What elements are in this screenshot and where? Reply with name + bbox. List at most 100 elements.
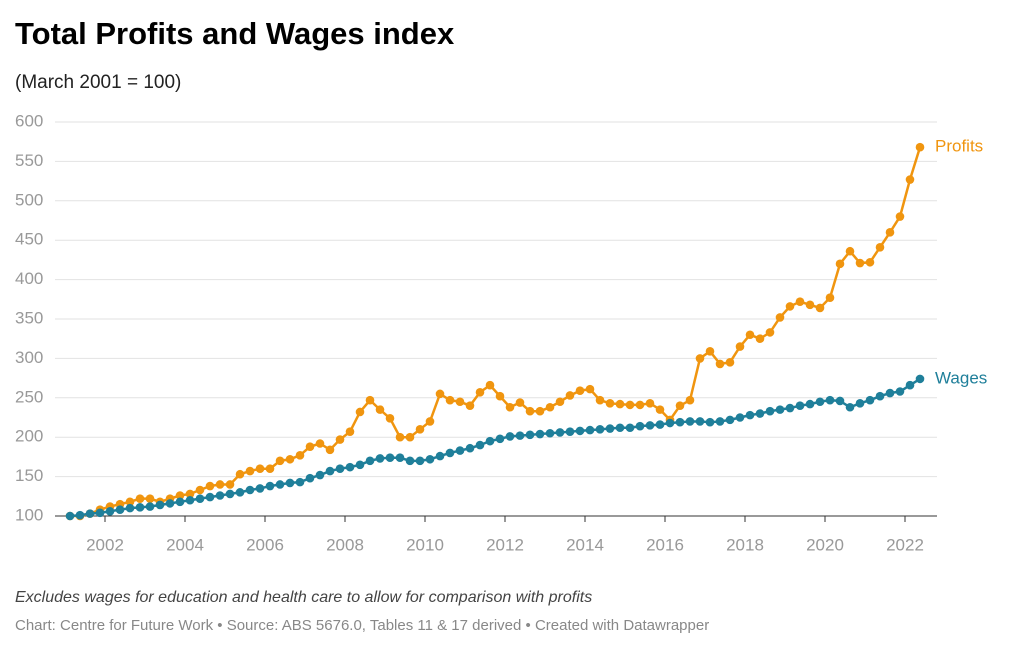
data-point [495,434,505,444]
data-point [885,228,895,237]
data-point [155,500,165,510]
data-point [795,297,805,306]
data-point [605,424,615,433]
data-point [145,502,155,511]
data-point [715,417,725,426]
data-point [375,405,385,414]
data-point [755,409,765,418]
data-point [65,511,75,521]
y-tick-label: 500 [15,190,43,209]
data-point [225,480,235,489]
data-point [705,347,715,356]
data-point [465,401,475,410]
data-point [805,300,815,310]
data-point [505,402,515,412]
data-point [775,405,785,414]
data-point [395,432,405,442]
data-point [855,399,865,408]
data-point [915,142,925,152]
x-tick-label: 2016 [646,535,684,554]
x-tick-label: 2014 [566,535,604,554]
y-tick-label: 150 [15,466,43,485]
data-point [255,484,265,493]
data-point [595,395,605,405]
data-point [865,257,875,267]
y-tick-label: 550 [15,151,43,170]
data-point [525,406,535,416]
data-point [265,464,275,474]
data-point [125,497,135,507]
data-point [685,395,695,405]
data-point [365,395,375,405]
data-point [435,451,445,461]
data-point [785,302,795,311]
data-point [745,330,755,340]
data-point [825,293,835,303]
data-point [215,480,225,489]
data-point [245,466,255,476]
x-tick-label: 2004 [166,535,204,554]
data-point [675,401,685,410]
data-point [425,417,435,426]
x-tick-label: 2020 [806,535,844,554]
data-point [85,509,95,518]
data-point [565,427,575,436]
y-tick-label: 250 [15,387,43,406]
chart-notes: Excludes wages for education and health … [15,589,592,606]
data-point [365,456,375,466]
data-point [195,485,205,495]
data-point [705,417,715,427]
data-point [745,410,755,420]
data-point [385,453,395,462]
data-point [285,454,295,464]
y-tick-label: 450 [15,230,43,249]
data-point [825,395,835,405]
data-point [505,432,515,441]
data-point [335,435,345,444]
y-tick-label: 200 [15,427,43,446]
data-point [105,506,115,516]
data-point [605,399,615,408]
x-tick-label: 2002 [86,535,124,554]
data-point [875,391,885,401]
data-point [405,456,415,466]
data-point [415,425,425,434]
data-point [635,400,645,410]
data-point [225,489,235,499]
data-point [655,405,665,414]
data-point [835,396,845,406]
x-tick-label: 2012 [486,535,524,554]
data-point [845,402,855,412]
data-point [135,503,145,512]
data-point [325,466,335,476]
data-point [835,259,845,269]
data-point [625,400,635,410]
y-tick-label: 400 [15,269,43,288]
data-point [195,494,205,503]
data-point [515,398,525,407]
x-tick-label: 2008 [326,535,364,554]
data-point [455,397,465,407]
data-point [555,428,565,437]
chart-title: Total Profits and Wages index [15,16,455,51]
data-point [725,358,735,367]
data-point [655,420,665,429]
data-point [465,443,475,453]
data-point [445,395,455,405]
data-point [615,423,625,433]
data-point [175,497,185,507]
data-point [585,425,595,435]
data-point [855,258,865,268]
data-point [395,453,405,462]
data-point [375,454,385,463]
data-point [415,456,425,466]
data-point [75,510,85,520]
data-point [275,456,285,466]
data-point [325,445,335,455]
data-point [165,499,175,508]
data-point [515,431,525,440]
data-point [235,488,245,497]
data-point [235,469,245,479]
data-point [345,462,355,472]
